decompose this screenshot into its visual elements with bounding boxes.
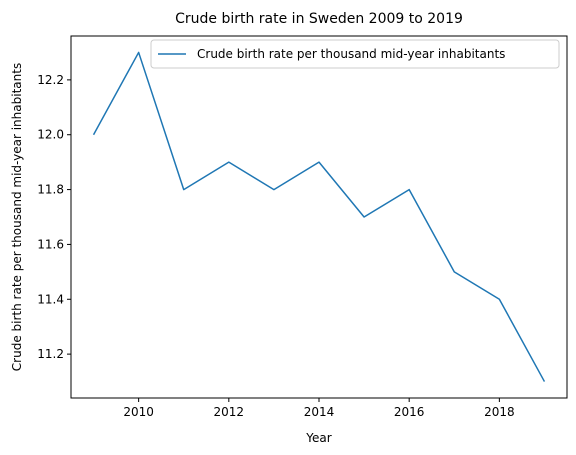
x-axis-label: Year: [305, 431, 331, 445]
y-axis-label: Crude birth rate per thousand mid-year i…: [10, 63, 24, 371]
legend: Crude birth rate per thousand mid-year i…: [150, 39, 560, 69]
y-axis-ticks: 11.2 11.4 11.6 11.8 12.0 12.2: [37, 73, 71, 361]
series-line: [92, 51, 546, 382]
chart-title: Crude birth rate in Sweden 2009 to 2019: [175, 11, 463, 27]
x-axis-ticks: 2010 2012 2014 2016 2018: [123, 398, 515, 419]
x-tick-label: 2018: [484, 405, 515, 419]
x-tick-label: 2012: [214, 405, 245, 419]
x-tick-label: 2010: [123, 405, 154, 419]
plot-frame: [70, 35, 568, 399]
series-layer: [92, 51, 546, 382]
legend-box: [150, 39, 560, 69]
y-tick-label: 11.2: [37, 347, 64, 361]
y-tick-label: 11.8: [37, 183, 64, 197]
y-tick-label: 11.6: [37, 237, 64, 251]
x-tick-label: 2016: [394, 405, 425, 419]
y-tick-label: 12.0: [37, 128, 64, 142]
y-tick-label: 12.2: [37, 73, 64, 87]
y-tick-label: 11.4: [37, 292, 64, 306]
legend-label: Crude birth rate per thousand mid-year i…: [197, 47, 505, 61]
x-tick-label: 2014: [304, 405, 335, 419]
